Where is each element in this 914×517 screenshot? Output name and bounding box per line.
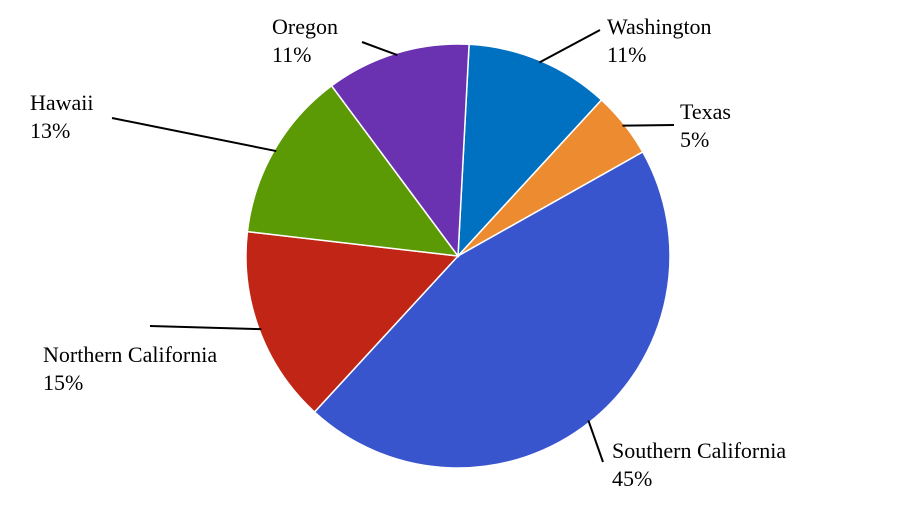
slice-value-texas: 5% — [680, 127, 709, 152]
leader-line-oregon — [361, 41, 398, 57]
leader-line-texas — [622, 124, 675, 127]
slice-label-southern-california: Southern California — [612, 438, 786, 463]
slice-label-hawaii: Hawaii — [30, 90, 94, 115]
pie-slices — [245, 43, 671, 469]
leader-line-northern-california — [149, 325, 262, 331]
data-labels: Washington 11% Texas 5% Southern California 4… — [30, 14, 786, 491]
pie-slice-oregon — [330, 43, 470, 259]
slice-label-texas: Texas — [680, 99, 731, 124]
leader-line-hawaii — [111, 117, 277, 153]
leader-line-southern-california — [587, 420, 604, 463]
slice-value-northern-california: 15% — [43, 370, 83, 395]
leader-line-washington — [538, 29, 601, 64]
slice-label-washington: Washington — [607, 14, 712, 39]
slice-label-oregon: Oregon — [272, 14, 338, 39]
slice-label-northern-california: Northern California — [43, 342, 217, 367]
leader-lines — [111, 29, 675, 463]
slice-value-hawaii: 13% — [30, 118, 70, 143]
slice-value-southern-california: 45% — [612, 466, 652, 491]
slice-value-oregon: 11% — [272, 42, 312, 67]
slice-value-washington: 11% — [607, 42, 647, 67]
pie-slice-washington — [457, 43, 603, 259]
